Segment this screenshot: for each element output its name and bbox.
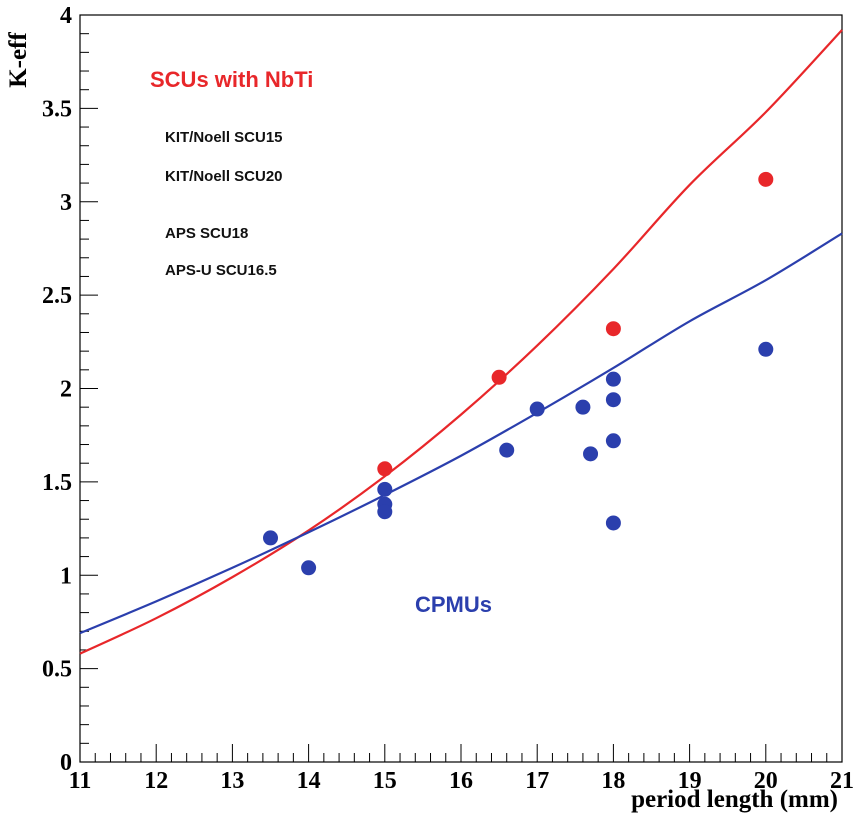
y-tick-label: 1.5	[42, 470, 72, 496]
cpmu-fit-curve	[79, 232, 843, 635]
cpmu-data-point	[575, 399, 591, 415]
y-tick-label: 4	[60, 3, 72, 29]
x-tick-label: 18	[601, 768, 625, 794]
scu-item-3: APS SCU18	[165, 225, 248, 242]
y-axis-title: K-eff	[5, 32, 32, 88]
y-tick-label: 2	[60, 377, 72, 403]
cpmu-data-point	[377, 504, 393, 520]
scu-group-label: SCUs with NbTi	[150, 67, 313, 92]
x-axis-title: period length (mm)	[631, 786, 838, 813]
scu-item-1: KIT/Noell SCU15	[165, 129, 283, 146]
cpmu-data-point	[499, 442, 515, 458]
cpmu-data-point	[263, 530, 278, 546]
x-tick-label: 13	[220, 768, 244, 794]
scu-item-2: KIT/Noell SCU20	[165, 168, 283, 185]
cpmu-data-point	[583, 446, 599, 462]
x-tick-label: 11	[69, 768, 92, 794]
y-tick-label: 2.5	[42, 283, 72, 309]
x-tick-label: 19	[678, 768, 702, 794]
x-tick-label: 12	[144, 768, 168, 794]
tick-labels: 11 12 13 14 15 16 17 18 19 20 21 0 0.5 1 1.5 2 2.5 3 3.5 4	[42, 3, 854, 794]
y-tick-label: 3	[60, 190, 72, 216]
data-points	[263, 171, 774, 576]
fit-curves	[79, 29, 843, 655]
cpmu-data-point	[605, 433, 621, 449]
y-tick-label: 1	[60, 563, 72, 589]
cpmu-data-point	[529, 401, 545, 417]
x-tick-label: 15	[373, 768, 397, 794]
scu-item-4: APS-U SCU16.5	[165, 262, 277, 279]
x-tick-label: 20	[754, 768, 778, 794]
y-tick-label: 3.5	[42, 96, 72, 122]
scu-data-point	[491, 369, 507, 385]
y-tick-label: 0	[60, 750, 72, 776]
cpmu-data-point	[605, 515, 621, 531]
axis-ticks	[79, 14, 843, 763]
cpmu-data-point	[605, 392, 621, 408]
x-tick-label: 14	[297, 768, 321, 794]
x-tick-label: 21	[830, 768, 854, 794]
y-tick-label: 0.5	[42, 657, 72, 683]
cpmu-data-point	[758, 341, 774, 357]
scu-fit-curve	[79, 29, 843, 655]
scu-data-point	[758, 171, 774, 187]
cpmu-group-label: CPMUs	[415, 592, 492, 617]
scu-data-point	[605, 321, 621, 337]
x-tick-label: 16	[449, 768, 473, 794]
cpmu-data-point	[605, 371, 621, 387]
plot-frame	[79, 14, 843, 763]
scu-data-point	[377, 461, 393, 477]
cpmu-data-point	[301, 560, 317, 576]
x-tick-label: 17	[525, 768, 549, 794]
cpmu-data-point	[377, 481, 393, 497]
